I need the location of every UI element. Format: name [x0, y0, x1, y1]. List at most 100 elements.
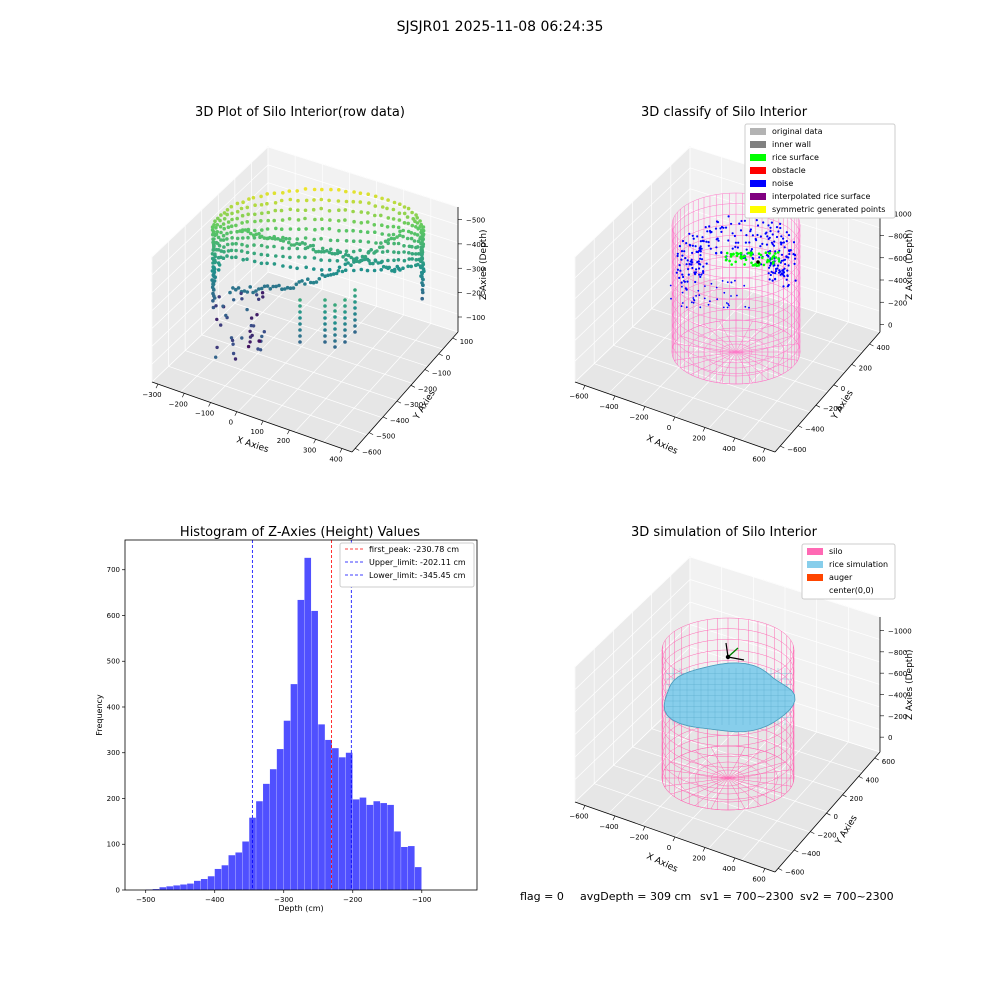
- raw-point: [352, 257, 356, 262]
- simulation-zlabel: Z Axies (Depth): [905, 649, 915, 720]
- raw-point: [212, 237, 216, 241]
- raw-point: [344, 252, 348, 257]
- raw-point: [253, 228, 257, 233]
- raw-point: [413, 219, 417, 223]
- raw-point: [287, 237, 292, 241]
- noise-point: [786, 285, 790, 288]
- z-tick-label: −400: [466, 241, 485, 249]
- rice-surface-point: [739, 251, 743, 255]
- raw-point: [296, 218, 301, 222]
- noise-point: [736, 294, 738, 297]
- raw-point: [329, 187, 333, 192]
- raw-point: [298, 328, 302, 332]
- noise-point: [780, 259, 784, 262]
- rice-surface-point: [744, 258, 748, 262]
- raw-point: [215, 230, 220, 234]
- noise-point: [782, 271, 786, 274]
- y-tick-label: 0: [833, 813, 837, 821]
- raw-point: [392, 241, 396, 246]
- raw-point: [248, 340, 252, 344]
- x-tick-label: 0: [229, 419, 233, 427]
- y-tick-label: 0: [116, 887, 120, 895]
- noise-point: [684, 257, 687, 260]
- noise-point: [770, 221, 774, 224]
- raw-point: [333, 309, 337, 313]
- raw-point: [333, 315, 337, 319]
- raw-point: [413, 232, 417, 236]
- silo-floor-spoke: [735, 351, 792, 369]
- z-tick-label: 0: [888, 734, 892, 742]
- raw-point: [211, 287, 216, 292]
- raw-point: [249, 231, 253, 236]
- noise-point: [740, 219, 743, 223]
- raw-point: [323, 304, 327, 308]
- auger-arm: [725, 642, 729, 658]
- raw-point: [352, 219, 356, 224]
- raw-point: [391, 217, 396, 221]
- raw-point: [212, 244, 216, 248]
- status-footer: flag = 0 avgDepth = 309 cm sv1 = 700~230…: [520, 890, 894, 903]
- raw-point: [415, 233, 420, 237]
- simulation-panel: 3D simulation of Silo Interior −600−400−…: [569, 525, 915, 884]
- raw-point: [390, 268, 394, 273]
- noise-point: [765, 243, 769, 246]
- noise-point: [745, 234, 748, 237]
- raw-point: [241, 236, 245, 240]
- noise-point: [755, 239, 758, 242]
- raw-x-ticks: −300 −200 −100 0 100 200 300 400: [142, 383, 343, 464]
- noise-point: [727, 303, 730, 305]
- raw-point: [319, 206, 324, 211]
- noise-point: [745, 248, 748, 251]
- raw-point: [277, 283, 281, 288]
- raw-point: [298, 310, 302, 314]
- histogram-y-ticks: 0 100 200 300 400 500 600 700: [107, 566, 125, 895]
- raw-point: [294, 282, 299, 287]
- raw-point: [287, 217, 292, 221]
- raw-point: [387, 265, 392, 270]
- silo-floor-spoke: [680, 351, 737, 369]
- noise-point: [675, 271, 678, 274]
- raw-point: [327, 227, 332, 231]
- x-tick-label: 200: [692, 435, 705, 443]
- raw-point: [224, 313, 228, 318]
- raw-point: [216, 248, 221, 252]
- noise-point: [787, 264, 790, 267]
- noise-point: [694, 273, 697, 276]
- raw-point: [241, 257, 245, 262]
- raw-point: [230, 338, 235, 343]
- noise-point: [715, 238, 718, 241]
- legend-swatch: [750, 180, 766, 187]
- raw-point: [231, 342, 235, 346]
- silo-floor-spoke: [719, 351, 737, 384]
- noise-point: [685, 306, 688, 309]
- grid-line: [168, 365, 368, 436]
- noise-point: [725, 302, 728, 304]
- raw-point: [231, 351, 236, 356]
- raw-point: [287, 240, 291, 245]
- silo-floor-spoke: [735, 335, 792, 353]
- silo-floor-spoke: [735, 320, 753, 353]
- raw-point: [216, 216, 220, 221]
- grid-line: [267, 253, 459, 315]
- raw-point: [260, 291, 265, 295]
- noise-point: [755, 219, 758, 222]
- noise-point: [778, 269, 781, 272]
- raw-point: [326, 273, 330, 278]
- raw-point: [353, 294, 357, 298]
- raw-point: [288, 286, 293, 291]
- raw-point: [398, 202, 402, 206]
- noise-point: [794, 279, 797, 282]
- noise-point: [785, 255, 788, 258]
- raw-point: [280, 218, 285, 222]
- raw-point: [278, 238, 283, 242]
- histogram-x-ticks: −500 −400 −300 −200 −100: [136, 890, 431, 904]
- rice-surface-point: [743, 263, 746, 266]
- histogram-bar: [345, 752, 353, 890]
- raw-point: [270, 236, 275, 241]
- noise-point: [690, 301, 693, 304]
- classify-zlabel: Z Axies (Depth): [905, 229, 915, 300]
- raw-point: [410, 223, 415, 228]
- silo-floor-spoke: [735, 324, 769, 353]
- raw-point: [380, 223, 384, 227]
- classify-silo-wireframe: [671, 192, 801, 385]
